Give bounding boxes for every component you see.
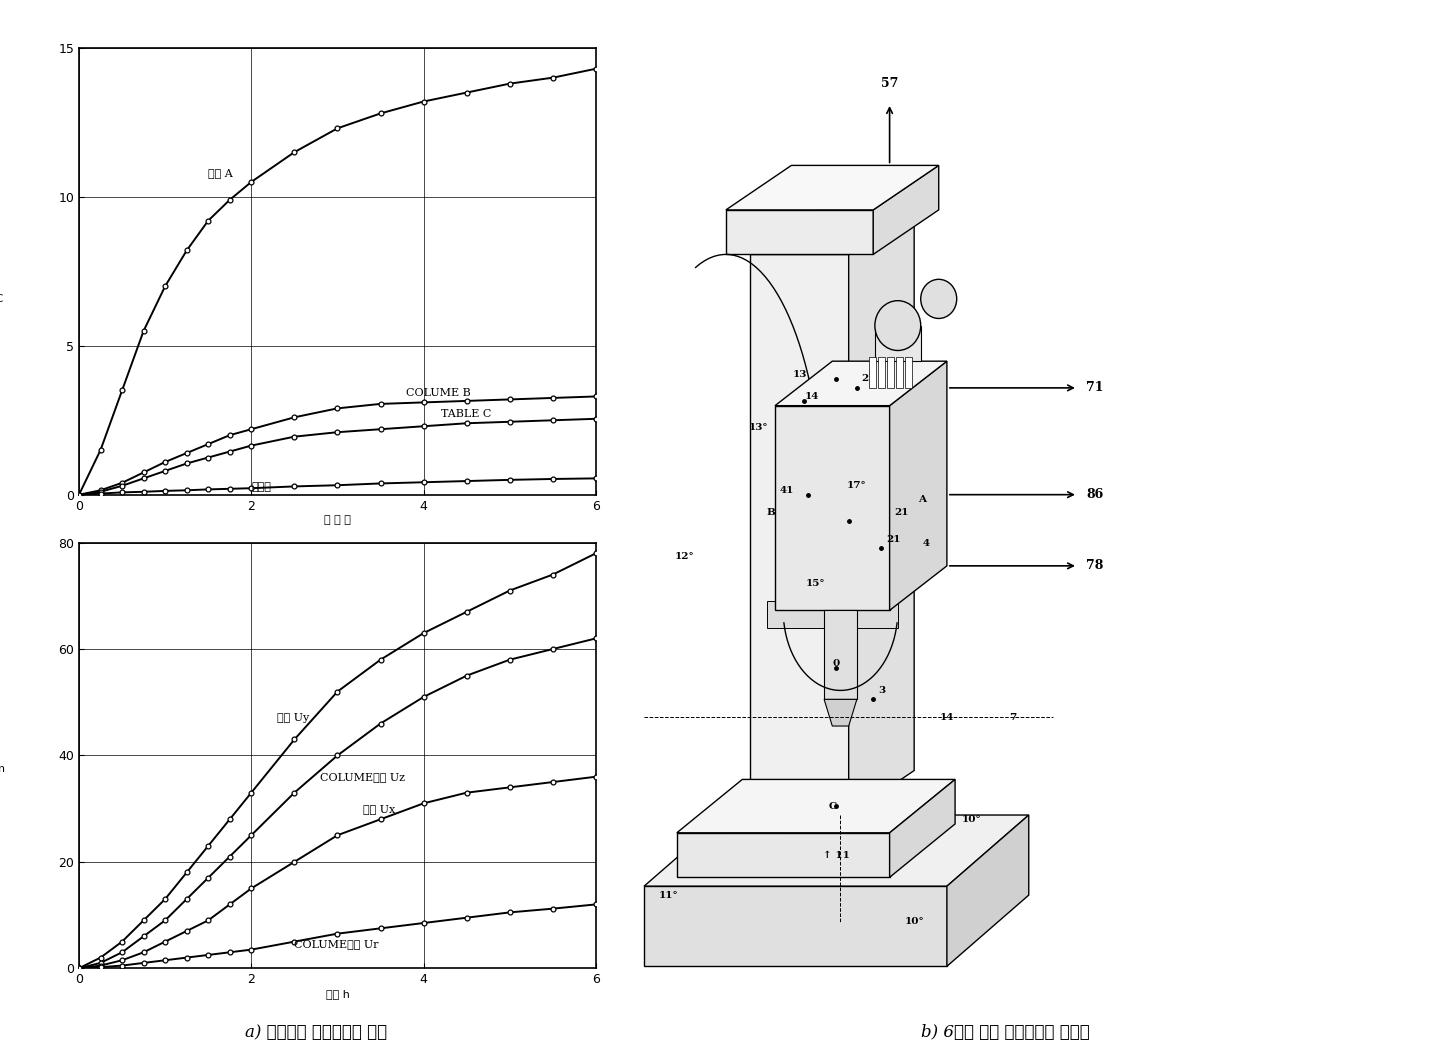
- Text: 78: 78: [1086, 560, 1103, 572]
- Polygon shape: [879, 356, 885, 388]
- Text: 主軸 Uy: 主軸 Uy: [277, 713, 309, 724]
- Text: 温
度
上
昇
°C: 温 度 上 昇 °C: [0, 238, 3, 304]
- Text: 13: 13: [793, 370, 807, 379]
- Text: 3: 3: [877, 686, 885, 695]
- Text: 21: 21: [895, 508, 909, 517]
- Polygon shape: [890, 780, 955, 878]
- Polygon shape: [887, 356, 893, 388]
- Polygon shape: [643, 815, 1028, 886]
- Text: COLUME B: COLUME B: [406, 388, 471, 398]
- Polygon shape: [896, 356, 903, 388]
- Polygon shape: [727, 210, 873, 254]
- Text: 10°: 10°: [962, 815, 981, 824]
- Text: 71: 71: [1086, 381, 1103, 395]
- Polygon shape: [751, 210, 915, 254]
- Polygon shape: [676, 780, 955, 833]
- X-axis label: 時 間 図: 時 間 図: [325, 515, 350, 526]
- Text: 13°: 13°: [750, 423, 768, 432]
- Text: 57: 57: [880, 77, 899, 89]
- Text: 2: 2: [862, 375, 869, 383]
- Text: 14: 14: [804, 393, 819, 401]
- Circle shape: [920, 280, 956, 318]
- Text: 4: 4: [923, 539, 931, 548]
- Text: 21: 21: [886, 534, 900, 544]
- Text: b) 6시간 후의 온도상승과 열변위: b) 6시간 후의 온도상승과 열변위: [920, 1025, 1090, 1042]
- Text: B: B: [767, 508, 775, 517]
- Polygon shape: [905, 356, 912, 388]
- Circle shape: [875, 301, 920, 350]
- Polygon shape: [727, 165, 939, 210]
- Polygon shape: [643, 886, 946, 966]
- Text: COLUME頂上 Ur: COLUME頂上 Ur: [294, 940, 379, 949]
- Text: COLUME頂上 Uz: COLUME頂上 Uz: [320, 771, 405, 782]
- Text: TABLE C: TABLE C: [441, 410, 491, 419]
- Polygon shape: [873, 165, 939, 254]
- Text: 주변기: 주변기: [251, 482, 271, 493]
- Polygon shape: [875, 326, 920, 361]
- Text: A: A: [919, 495, 926, 503]
- Polygon shape: [767, 601, 898, 628]
- Polygon shape: [775, 405, 890, 611]
- Polygon shape: [824, 611, 857, 699]
- Text: 主軸 Ux: 主軸 Ux: [363, 803, 395, 814]
- X-axis label: 時間 h: 時間 h: [326, 988, 349, 999]
- Text: ↑ 11: ↑ 11: [823, 850, 850, 860]
- Polygon shape: [946, 815, 1028, 966]
- Text: 17°: 17°: [847, 481, 867, 491]
- Polygon shape: [890, 361, 946, 611]
- Text: 12°: 12°: [675, 552, 695, 562]
- Text: 86: 86: [1086, 488, 1103, 501]
- Text: 10°: 10°: [905, 917, 923, 927]
- Polygon shape: [775, 361, 946, 405]
- Text: C: C: [829, 801, 836, 811]
- Polygon shape: [676, 833, 890, 878]
- Polygon shape: [869, 356, 876, 388]
- Polygon shape: [751, 254, 849, 815]
- Text: 41: 41: [780, 485, 794, 495]
- Text: a) 중요점의 온도상승과 변위: a) 중요점의 온도상승과 변위: [246, 1025, 386, 1042]
- Text: 0: 0: [833, 660, 840, 668]
- Polygon shape: [849, 210, 915, 815]
- Text: 14: 14: [939, 713, 954, 721]
- Text: 変
位
μm: 変 位 μm: [0, 736, 6, 775]
- Polygon shape: [824, 699, 857, 726]
- Polygon shape: [685, 833, 783, 868]
- Text: 15°: 15°: [806, 579, 826, 588]
- Polygon shape: [807, 833, 906, 868]
- Text: 11°: 11°: [659, 891, 678, 900]
- Text: 主軸 A: 主軸 A: [208, 168, 233, 178]
- Text: 7: 7: [1008, 713, 1017, 721]
